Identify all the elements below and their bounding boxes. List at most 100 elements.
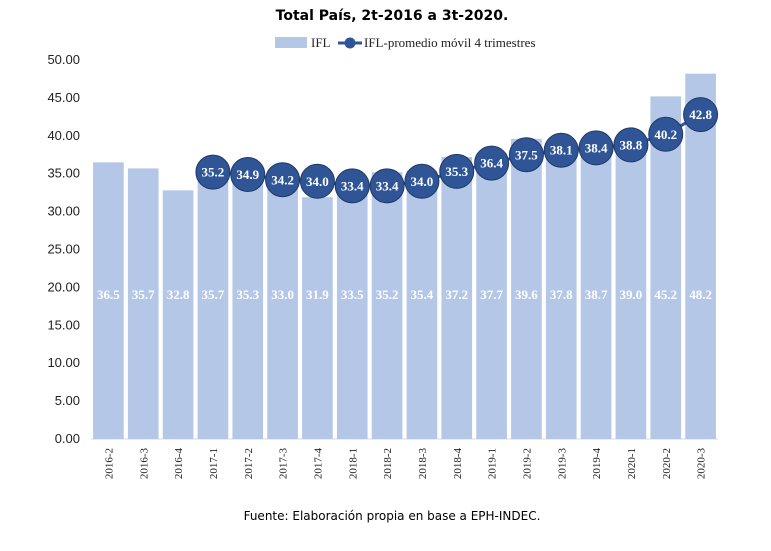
bar-ifl	[545, 152, 577, 439]
y-tick-label: 50.00	[47, 52, 80, 67]
moving-average-point	[648, 116, 684, 152]
moving-average-point	[299, 163, 335, 199]
x-tick-label: 2016-3	[138, 448, 150, 480]
x-tick-label: 2017-4	[312, 448, 324, 480]
moving-average-data-label: 38.4	[585, 140, 608, 155]
moving-average-data-label: 37.5	[515, 147, 538, 162]
x-tick-label: 2017-3	[278, 448, 290, 480]
moving-average-data-label: 33.4	[341, 178, 364, 193]
bar-ifl	[232, 171, 264, 439]
moving-average-series: 35.2 34.9 34.2 34.0 33.4 33.4 34.0 35.3 36.4 37.5…	[195, 97, 719, 204]
moving-average-data-label: 42.8	[689, 107, 712, 122]
bar-ifl	[302, 197, 333, 439]
moving-average-point	[230, 156, 266, 192]
bar-ifl	[127, 168, 159, 440]
moving-average-data-label: 38.1	[550, 143, 573, 158]
moving-average-data-label: 34.2	[271, 172, 294, 187]
bar-data-label: 36.5	[97, 287, 120, 302]
legend-label-ifl: IFL	[311, 35, 331, 50]
bar-data-label: 38.7	[585, 287, 608, 302]
x-tick-label: 2019-2	[521, 448, 533, 479]
moving-average-data-label: 38.8	[620, 137, 643, 152]
x-tick-label: 2018-3	[417, 448, 429, 480]
bar-data-label: 35.2	[376, 287, 399, 302]
bar-data-label: 39.6	[515, 287, 538, 302]
bar-data-label: 31.9	[306, 287, 329, 302]
bar-data-label: 48.2	[689, 287, 712, 302]
moving-average-point	[508, 137, 544, 173]
moving-average-data-label: 34.0	[306, 174, 329, 189]
bar-labels: 36.5 35.7 32.8 35.7 35.3 33.0 31.9 33.5 35.2 35.4…	[97, 287, 712, 302]
bar-ifl	[406, 170, 438, 439]
x-tick-label: 2019-4	[591, 448, 603, 480]
moving-average-data-label: 34.0	[411, 174, 434, 189]
moving-average-point	[334, 168, 370, 204]
moving-average-point	[543, 132, 579, 168]
source-note: Fuente: Elaboración propia en base a EPH…	[244, 509, 541, 523]
bar-ifl	[685, 73, 716, 440]
x-tick-label: 2019-1	[487, 448, 499, 479]
y-tick-label: 40.00	[47, 128, 80, 143]
y-tick-label: 5.00	[55, 393, 80, 408]
y-tick-label: 35.00	[47, 166, 80, 181]
moving-average-point	[683, 97, 719, 133]
moving-average-point	[439, 153, 475, 189]
y-axis: 0.00 5.00 10.00 15.00 20.00 25.00 30.00 35.00 40…	[47, 52, 80, 446]
bar-data-label: 39.0	[620, 287, 643, 302]
x-tick-label: 2016-2	[103, 448, 115, 479]
bar-ifl	[580, 145, 612, 440]
bar-ifl	[476, 153, 507, 439]
moving-average-point	[474, 145, 510, 181]
moving-average-data-label: 34.9	[236, 167, 259, 182]
moving-average-point	[578, 130, 614, 166]
bar-data-label: 33.5	[341, 287, 364, 302]
bar-ifl	[162, 190, 194, 439]
legend-swatch-ifl	[275, 37, 307, 48]
moving-average-point	[369, 168, 405, 204]
bar-ifl	[93, 162, 124, 439]
moving-average-point	[195, 154, 231, 190]
bar-data-label: 33.0	[271, 287, 294, 302]
y-tick-label: 10.00	[47, 355, 80, 370]
bar-ifl	[650, 96, 682, 439]
y-tick-label: 30.00	[47, 204, 80, 219]
bar-ifl	[197, 168, 229, 440]
x-tick-label: 2017-2	[243, 448, 255, 479]
x-tick-label: 2018-1	[347, 448, 359, 479]
y-tick-label: 20.00	[47, 279, 80, 294]
bar-data-label: 35.7	[202, 287, 225, 302]
moving-average-data-label: 35.3	[445, 164, 468, 179]
bar-data-label: 35.3	[236, 287, 259, 302]
bar-ifl	[371, 172, 403, 439]
bars	[93, 73, 716, 440]
bar-data-label: 35.7	[132, 287, 155, 302]
moving-average-point	[265, 162, 301, 198]
bar-ifl	[615, 143, 647, 439]
bar-data-label: 32.8	[167, 287, 190, 302]
moving-average-data-label: 33.4	[376, 178, 399, 193]
bar-ifl	[336, 185, 368, 439]
moving-average-data-label: 35.2	[202, 165, 225, 180]
legend-label-moving-average: IFL-promedio móvil 4 trimestres	[364, 35, 536, 50]
y-tick-label: 0.00	[55, 431, 80, 446]
x-tick-label: 2016-4	[173, 448, 185, 480]
x-tick-label: 2020-3	[696, 448, 708, 480]
y-tick-label: 15.00	[47, 317, 80, 332]
bar-ifl	[267, 188, 298, 439]
x-tick-label: 2018-2	[382, 448, 394, 479]
moving-average-data-label: 40.2	[654, 127, 677, 142]
y-tick-label: 25.00	[47, 242, 80, 257]
y-tick-label: 45.00	[47, 90, 80, 105]
bar-data-label: 37.8	[550, 287, 573, 302]
legend-swatch-marker	[344, 37, 356, 49]
x-tick-label: 2020-2	[661, 448, 673, 479]
x-axis: 2016-2 2016-3 2016-4 2017-1 2017-2 2017-3 2017…	[103, 448, 707, 480]
bar-ifl	[441, 157, 473, 440]
legend: IFL IFL-promedio móvil 4 trimestres	[275, 35, 536, 50]
bar-data-label: 45.2	[654, 287, 677, 302]
moving-average-point	[404, 163, 440, 199]
moving-average-point	[613, 127, 649, 163]
bar-ifl	[511, 138, 542, 439]
bar-data-label: 37.7	[480, 287, 503, 302]
